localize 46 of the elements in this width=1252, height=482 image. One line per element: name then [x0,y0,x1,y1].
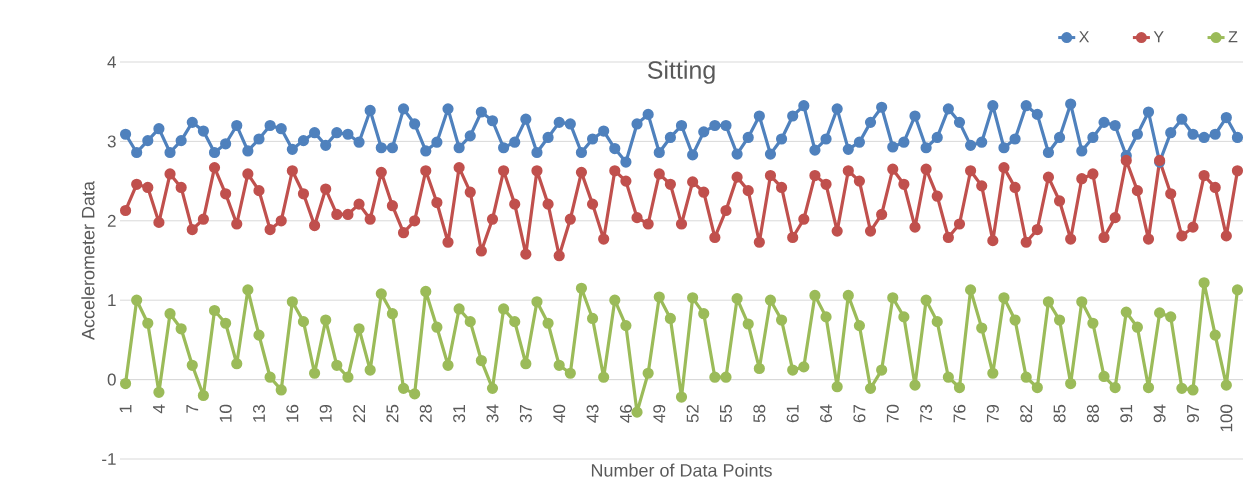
x-tick-label: 10 [219,404,232,422]
x-axis-title: Number of Data Points [591,463,772,477]
x-tick-label: 40 [553,404,566,423]
x-tick-label: 67 [853,404,866,423]
x-tick-label: 7 [186,404,199,413]
x-tick-label: 37 [519,404,532,423]
x-tick-label: 25 [386,404,399,423]
x-tick-label: 46 [619,404,632,423]
y-tick-label: 3 [107,135,116,148]
legend-label: Y [1153,31,1164,43]
x-tick-label: 100 [1220,404,1233,432]
x-tick-label: 34 [486,404,499,423]
x-tick-label: 94 [1153,404,1166,423]
y-tick-label: 4 [107,56,116,68]
x-tick-label: 76 [953,404,966,423]
x-tick-label: 64 [820,404,833,423]
x-tick-label: 61 [786,404,799,423]
x-tick-label: 4 [153,404,165,414]
x-tick-label: 58 [753,404,766,423]
x-tick-label: 82 [1020,404,1033,423]
x-tick-label: 49 [653,404,666,423]
x-tick-label: 22 [353,404,365,423]
x-tick-label: 55 [720,404,732,423]
x-tick-label: 91 [1120,404,1133,423]
x-tick-label: 79 [986,404,999,423]
x-tick-label: 19 [319,404,332,422]
x-tick-label: 73 [920,404,933,423]
y-tick-label: 1 [108,294,116,307]
y-tick-label: 2 [107,214,116,227]
y-axis-title: Accelerometer Data [81,181,95,340]
x-tick-label: 1 [119,404,132,413]
x-tick-label: 88 [1086,404,1099,423]
x-tick-label: 31 [453,404,466,423]
x-tick-label: 16 [286,404,299,422]
legend-label: Z [1228,31,1238,43]
y-tick-label: -1 [102,453,116,465]
x-tick-label: 70 [886,404,899,423]
y-tick-label: 0 [107,373,116,386]
x-tick-label: 97 [1186,404,1199,423]
chart-title: Sitting [647,60,715,84]
legend-label: X [1079,31,1090,43]
x-tick-label: 52 [686,404,699,423]
x-tick-label: 43 [586,404,599,423]
x-tick-label: 85 [1053,404,1066,423]
x-tick-label: 13 [252,404,266,422]
x-tick-label: 28 [419,404,432,423]
